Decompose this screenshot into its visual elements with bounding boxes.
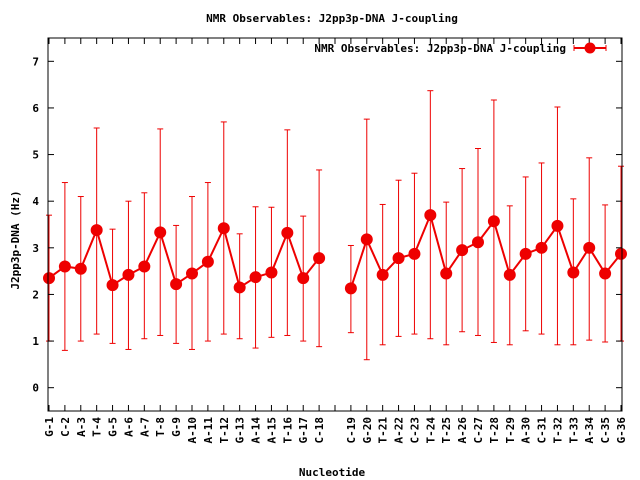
x-tick-label: T-4 — [91, 417, 104, 437]
x-tick-label: A-10 — [186, 417, 199, 444]
data-point — [376, 268, 389, 281]
x-tick-label: T-32 — [551, 417, 564, 444]
data-point — [106, 279, 119, 292]
x-tick-label: T-12 — [218, 417, 231, 444]
x-tick-label: G-36 — [615, 417, 628, 444]
y-tick-label: 7 — [32, 55, 39, 68]
data-point — [249, 271, 262, 284]
x-tick-label: C-2 — [59, 417, 72, 437]
y-tick-label: 3 — [32, 242, 39, 255]
data-point — [201, 255, 214, 268]
data-point — [615, 247, 627, 260]
plot-area — [43, 90, 627, 361]
x-tick-label: A-6 — [122, 417, 135, 437]
data-point — [392, 252, 405, 265]
y-tick-label: 6 — [32, 102, 39, 115]
x-tick-label: C-27 — [472, 417, 485, 444]
x-tick-label: T-25 — [440, 417, 453, 444]
x-tick-label: T-21 — [377, 417, 390, 444]
data-point — [567, 266, 580, 279]
y-tick-label: 2 — [32, 288, 39, 301]
x-tick-label: G-17 — [297, 417, 310, 444]
x-tick-label: T-33 — [567, 417, 580, 444]
x-tick-label: T-8 — [154, 417, 167, 437]
x-tick-label: T-24 — [424, 417, 437, 444]
y-tick-label: 1 — [32, 335, 39, 348]
x-tick-label: C-23 — [408, 417, 421, 444]
y-axis-label: J2pp3p-DNA (Hz) — [9, 190, 22, 289]
data-point — [170, 278, 183, 291]
data-point — [217, 222, 230, 235]
data-point — [583, 241, 596, 254]
x-axis-label: Nucleotide — [299, 466, 366, 479]
x-tick-label: C-31 — [536, 417, 549, 444]
chart-title: NMR Observables: J2pp3p-DNA J-coupling — [206, 12, 458, 25]
legend-marker — [584, 42, 596, 54]
x-tick-label: A-15 — [265, 417, 278, 444]
x-tick-label: T-16 — [281, 417, 294, 444]
data-point — [233, 281, 246, 294]
series-line — [48, 225, 320, 290]
data-point — [487, 215, 500, 228]
data-point — [313, 252, 326, 265]
x-tick-label: G-9 — [170, 417, 183, 437]
x-tick-label: A-26 — [456, 417, 469, 444]
data-point — [344, 282, 357, 295]
data-point — [535, 241, 548, 254]
x-tick-label: A-7 — [138, 417, 151, 437]
x-tick-label: C-35 — [599, 417, 612, 444]
x-tick-label: A-11 — [202, 417, 215, 444]
data-point — [265, 266, 278, 279]
x-tick-label: G-1 — [43, 417, 56, 437]
x-tick-label: G-13 — [234, 417, 247, 444]
data-point — [472, 236, 484, 249]
series-line — [349, 212, 622, 289]
data-point — [360, 233, 373, 246]
x-tick-label: C-19 — [345, 417, 358, 444]
x-tick-label: C-18 — [313, 417, 326, 444]
data-point — [503, 268, 516, 281]
data-point — [599, 267, 612, 280]
data-point — [408, 247, 421, 260]
y-tick-label: 4 — [32, 195, 39, 208]
x-tick-label: A-14 — [250, 417, 263, 444]
legend: NMR Observables: J2pp3p-DNA J-coupling — [314, 42, 607, 55]
legend-label: NMR Observables: J2pp3p-DNA J-coupling — [314, 42, 566, 55]
data-point — [154, 226, 167, 239]
data-point — [74, 262, 87, 275]
data-point — [138, 260, 151, 273]
y-tick-label: 0 — [32, 382, 39, 395]
x-tick-label: T-28 — [488, 417, 501, 444]
data-point — [456, 244, 469, 257]
data-point — [519, 247, 532, 260]
data-point — [551, 219, 564, 232]
x-tick-label: A-3 — [75, 417, 88, 437]
x-tick-label: A-22 — [393, 417, 406, 444]
data-point — [58, 260, 71, 273]
data-point — [297, 272, 310, 285]
data-point — [424, 209, 437, 222]
data-point — [122, 268, 135, 281]
data-point — [43, 272, 55, 285]
data-point — [281, 226, 294, 239]
data-point — [186, 267, 198, 280]
data-point — [440, 267, 453, 280]
plot-frame — [47, 37, 623, 412]
x-tick-label: A-34 — [583, 417, 596, 444]
x-tick-label: T-29 — [504, 417, 517, 444]
x-tick-label: G-20 — [361, 417, 374, 444]
y-tick-label: 5 — [32, 149, 39, 162]
data-point — [90, 224, 103, 237]
x-tick-label: A-30 — [520, 417, 533, 444]
x-tick-label: G-5 — [107, 417, 120, 437]
